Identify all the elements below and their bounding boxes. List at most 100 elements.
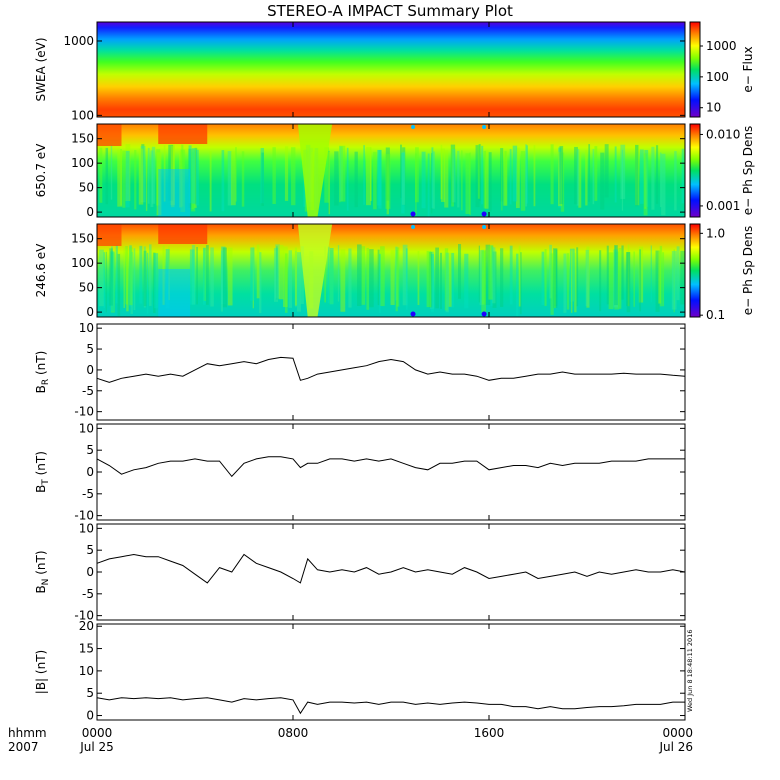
- texture-stripe: [272, 147, 276, 204]
- marker-dot: [482, 225, 487, 229]
- texture-stripe: [427, 153, 430, 217]
- texture-stripe: [509, 245, 513, 305]
- marker-dot: [410, 311, 416, 317]
- texture-stripe: [138, 148, 144, 205]
- y-tick-label: -10: [74, 509, 94, 523]
- texture-stripe: [469, 152, 471, 216]
- texture-stripe: [560, 152, 565, 212]
- marker-dot: [411, 225, 416, 229]
- y-tick-label: 0: [86, 305, 94, 319]
- texture-stripe: [644, 149, 649, 207]
- texture-stripe: [250, 247, 255, 301]
- y-axis-label: SWEA (eV): [34, 37, 48, 101]
- texture-stripe: [329, 247, 334, 305]
- texture-stripe: [291, 147, 296, 206]
- colorbar-tick-label: 10: [706, 101, 721, 115]
- texture-stripe: [109, 248, 113, 306]
- texture-stripe: [478, 144, 481, 202]
- texture-stripe: [431, 153, 433, 214]
- texture-stripe: [339, 145, 341, 203]
- texture-stripe: [465, 153, 471, 215]
- texture-stripe: [618, 247, 622, 309]
- texture-stripe: [283, 246, 288, 308]
- texture-stripe: [639, 149, 644, 204]
- texture-stripe: [651, 146, 655, 210]
- texture-stripe: [117, 149, 123, 207]
- series-line: [96, 553, 686, 584]
- panel-5: -10 -5 0 5 10 BT (nT): [34, 421, 686, 523]
- low-density-patch: [158, 169, 191, 217]
- texture-stripe: [366, 247, 370, 310]
- high-density-patch: [97, 124, 122, 146]
- timestamp-label: Wed Jun 8 18:48:11 2016: [686, 630, 694, 712]
- texture-stripe: [405, 248, 408, 310]
- panel-4: -10 -5 0 5 10 BR (nT): [34, 321, 686, 421]
- y-tick-label: 0: [86, 709, 94, 723]
- texture-stripe: [147, 147, 150, 204]
- texture-stripe: [110, 251, 115, 312]
- texture-stripe: [191, 244, 196, 305]
- series-line: [96, 356, 686, 383]
- texture-stripe: [475, 145, 480, 208]
- texture-stripe: [122, 150, 126, 208]
- y-axis-label: BT (nT): [34, 451, 51, 493]
- texture-stripe: [608, 252, 614, 310]
- texture-stripe: [378, 150, 382, 209]
- colorbar-tick-label: 0.1: [706, 308, 725, 322]
- texture-stripe: [195, 149, 199, 206]
- texture-stripe: [448, 253, 452, 307]
- y-axis-label: BR (nT): [34, 351, 51, 394]
- texture-stripe: [259, 252, 262, 314]
- texture-stripe: [635, 144, 639, 207]
- y-tick-label: 150: [71, 132, 94, 146]
- texture-stripe: [432, 151, 435, 209]
- texture-stripe: [129, 245, 132, 307]
- texture-stripe: [500, 248, 504, 307]
- y-tick-label: -5: [82, 384, 94, 398]
- texture-stripe: [481, 145, 484, 205]
- texture-stripe: [231, 151, 236, 206]
- texture-stripe: [278, 244, 284, 300]
- y-axis-label: |B| (nT): [34, 650, 48, 694]
- x-axis-row2-label: 2007: [8, 740, 39, 754]
- texture-stripe: [125, 144, 131, 202]
- texture-stripe: [569, 248, 575, 302]
- colorbar-label: e− Ph Sp Dens: [741, 226, 755, 315]
- texture-stripe: [324, 246, 326, 303]
- texture-stripe: [202, 247, 206, 305]
- texture-stripe: [484, 150, 489, 209]
- colorbar-tick-label: 100: [706, 70, 729, 84]
- panel-frame: [96, 323, 686, 421]
- y-tick-label: 15: [79, 642, 94, 656]
- texture-stripe: [328, 151, 331, 215]
- panel-2: 0.001 0.010 e− Ph Sp Dens 0 50 100 150 650.7 eV: [34, 123, 755, 219]
- y-tick-label: 5: [86, 342, 94, 356]
- y-tick-label: -10: [74, 405, 94, 419]
- y-axis-label: 650.7 eV: [34, 143, 48, 198]
- texture-stripe: [337, 245, 340, 302]
- y-tick-label: 100: [71, 256, 94, 270]
- texture-stripe: [146, 252, 149, 314]
- texture-stripe: [585, 249, 589, 307]
- texture-stripe: [444, 150, 449, 208]
- texture-stripe: [638, 246, 644, 303]
- texture-stripe: [328, 150, 330, 214]
- texture-stripe: [650, 245, 652, 303]
- texture-stripe: [674, 151, 677, 211]
- texture-stripe: [563, 253, 567, 313]
- high-density-patch: [158, 124, 208, 144]
- texture-stripe: [357, 244, 362, 307]
- texture-stripe: [130, 251, 133, 315]
- y-tick-label: 10: [79, 421, 94, 435]
- texture-stripe: [485, 244, 491, 306]
- texture-stripe: [261, 152, 264, 206]
- texture-stripe: [444, 248, 449, 311]
- series-line: [96, 697, 685, 715]
- panel-7: 0 5 10 15 20 |B| (nT): [34, 619, 686, 723]
- marker-dot: [410, 211, 416, 217]
- texture-stripe: [117, 253, 121, 316]
- texture-stripe: [440, 148, 445, 202]
- texture-stripe: [662, 252, 665, 307]
- colorbar: [689, 123, 701, 218]
- texture-stripe: [385, 147, 390, 201]
